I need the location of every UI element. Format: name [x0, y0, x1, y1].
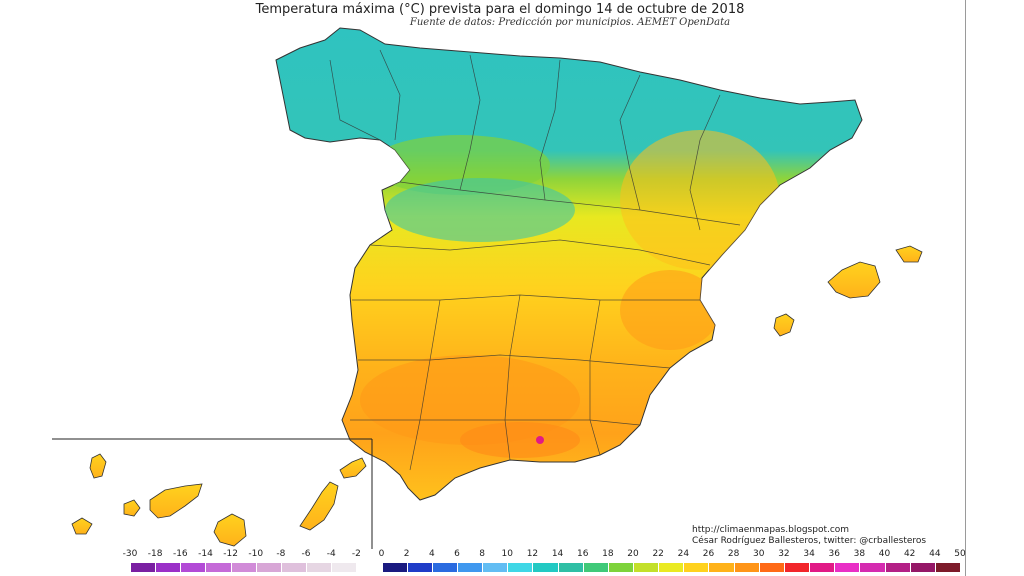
legend-tick-label: 14: [551, 549, 564, 559]
legend-color-swatch: [758, 563, 784, 572]
temperature-legend: -30 -18 -16 -14 -12 -10 -8 -6 -4 -2 0 2 4 6 8 10 12 14 16 1…: [123, 549, 966, 576]
legend-color-swatch: [934, 563, 960, 572]
legend-color-swatch: [557, 563, 583, 572]
legend-tick-label: -18: [147, 549, 163, 559]
legend-tick-label: -16: [172, 549, 188, 559]
legend-tick-label: 4: [428, 549, 435, 559]
legend-tick-label: 42: [903, 549, 916, 559]
legend-color-swatch: [532, 563, 558, 572]
legend-color-swatch: [180, 563, 206, 572]
legend-tick-label: -10: [248, 549, 264, 559]
legend-tick-label: 50: [954, 549, 966, 559]
legend-color-swatch: [482, 563, 508, 572]
legend-color-swatch: [658, 563, 684, 572]
legend-tick-label: 40: [878, 549, 891, 559]
legend-color-swatch: [356, 563, 382, 572]
legend-tick-label: -6: [301, 549, 311, 559]
legend-tick-label: 44: [929, 549, 941, 559]
legend-color-swatch: [406, 563, 432, 572]
legend-color-swatch: [633, 563, 659, 572]
legend-tick-label: 26: [702, 549, 715, 559]
legend-color-swatch: [331, 563, 357, 572]
legend-tick-label: -12: [223, 549, 238, 559]
legend-tick-label: 8: [479, 549, 485, 559]
legend-tick-label: 34: [803, 549, 815, 559]
legend-color-swatch: [280, 563, 307, 572]
legend-color-swatch: [683, 563, 709, 572]
legend-tick-label: 12: [526, 549, 539, 559]
legend-color-swatch: [607, 563, 634, 572]
balearic-islands: [773, 245, 923, 337]
legend-color-swatch: [708, 563, 734, 572]
legend-tick-label: 16: [576, 549, 589, 559]
legend-tick-label: 24: [677, 549, 690, 559]
legend-color-swatch: [582, 563, 608, 572]
legend-tick-label: -8: [276, 549, 286, 559]
legend-color-swatch: [909, 563, 935, 572]
legend-color-swatch: [381, 563, 407, 572]
legend-color-swatch: [733, 563, 759, 572]
legend-tick-label: -2: [351, 549, 361, 559]
legend-tick-label: 0: [378, 549, 385, 559]
legend-color-swatch: [456, 563, 483, 572]
legend-color-swatch: [306, 563, 332, 572]
legend-color-swatch: [205, 563, 231, 572]
map-subtitle: Fuente de datos: Predicción por municipi…: [409, 17, 731, 28]
legend-color-swatch: [255, 563, 281, 572]
legend-tick-label: 10: [501, 549, 513, 559]
legend-tick-label: 20: [627, 549, 639, 559]
legend-color-swatch: [783, 563, 810, 572]
iberian-peninsula: [275, 27, 863, 501]
legend-tick-label: 28: [727, 549, 740, 559]
legend-color-swatch: [130, 563, 156, 572]
legend-color-swatch: [834, 563, 860, 572]
right-frame-line: [965, 0, 966, 576]
legend-tick-label: 22: [652, 549, 664, 559]
credit-author: César Rodríguez Ballesteros, twitter: @c…: [692, 536, 927, 546]
legend-tick-label: -4: [326, 549, 336, 559]
legend-tick-label: 6: [454, 549, 460, 559]
legend-tick-label: 32: [778, 549, 790, 559]
legend-color-swatch: [431, 563, 457, 572]
legend-tick-label: 2: [403, 549, 410, 559]
legend-tick-label: 36: [828, 549, 840, 559]
legend-color-swatch: [507, 563, 533, 572]
legend-color-swatch: [809, 563, 835, 572]
map-title: Temperatura máxima (°C) prevista para el…: [255, 2, 745, 17]
legend-color-swatch: [230, 563, 256, 572]
canary-islands-inset: [52, 438, 373, 549]
legend-color-swatch: [155, 563, 181, 572]
legend-tick-label: -30: [122, 549, 138, 559]
legend-color-swatch: [859, 563, 885, 572]
legend-tick-label: 30: [753, 549, 765, 559]
legend-tick-label: 38: [853, 549, 866, 559]
legend-tick-label: 18: [602, 549, 614, 559]
credit-blog-url: http://climaenmapas.blogspot.com: [692, 525, 850, 535]
legend-color-swatch: [884, 563, 910, 572]
legend-tick-label: -14: [198, 549, 213, 559]
